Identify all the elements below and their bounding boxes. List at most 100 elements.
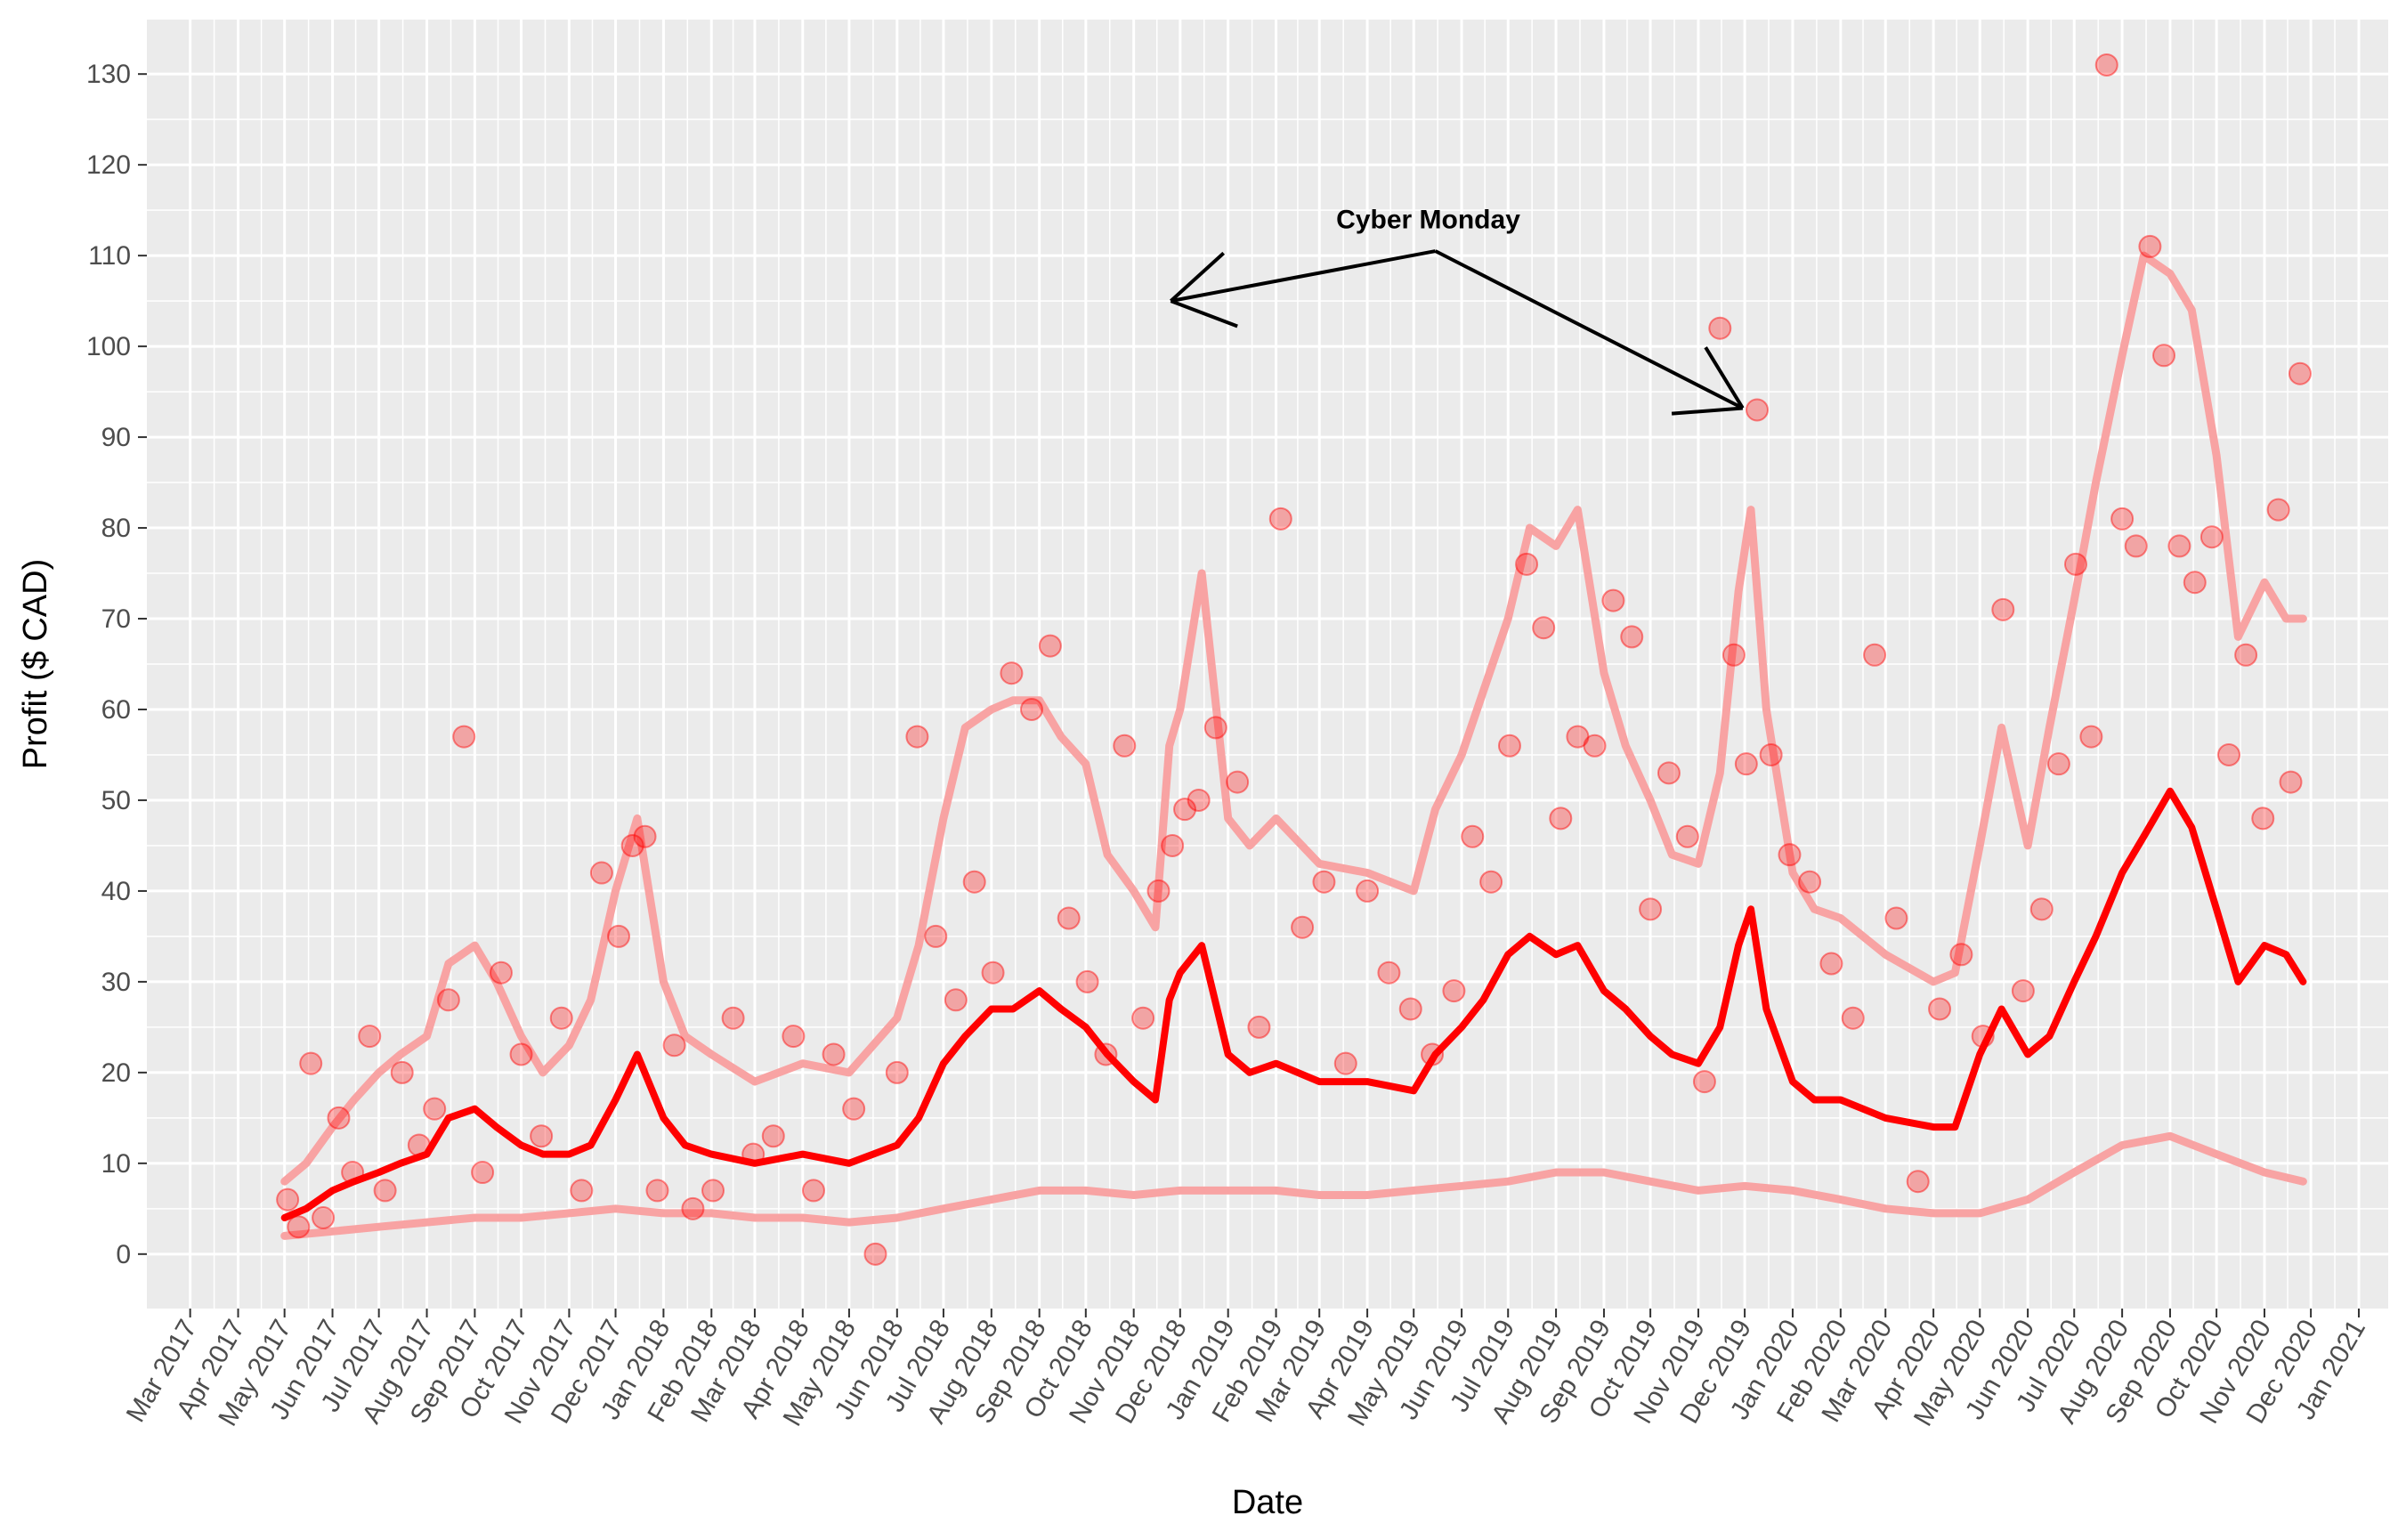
data-point xyxy=(2152,344,2176,368)
data-point xyxy=(1356,879,1380,903)
data-point xyxy=(1057,906,1081,930)
data-point xyxy=(1333,1051,1357,1075)
data-point xyxy=(822,1042,846,1066)
data-point xyxy=(1906,1170,1930,1194)
data-point xyxy=(2288,361,2312,385)
data-point xyxy=(1841,1006,1865,1030)
data-point xyxy=(607,924,631,948)
data-point xyxy=(1884,906,1908,930)
y-tick-label: 30 xyxy=(101,968,131,997)
data-point xyxy=(276,1187,300,1212)
data-point xyxy=(1566,725,1590,749)
annotation: Cyber Monday xyxy=(1170,206,1745,416)
y-tick-label: 70 xyxy=(101,604,131,634)
data-point xyxy=(390,1060,414,1084)
data-point xyxy=(1549,806,1573,831)
y-tick-label: 110 xyxy=(88,241,131,271)
y-tick-label: 90 xyxy=(101,423,131,452)
data-point xyxy=(1113,734,1137,758)
y-tick-label: 50 xyxy=(101,786,131,815)
data-point xyxy=(801,1179,825,1203)
arrow-head xyxy=(1170,299,1238,328)
band-lines xyxy=(280,251,2307,1240)
data-point xyxy=(1461,824,1485,848)
data-point xyxy=(452,725,476,749)
data-point xyxy=(312,1206,336,1230)
data-point xyxy=(863,1242,887,1266)
data-point xyxy=(2167,534,2191,558)
data-point xyxy=(1708,316,1732,340)
x-axis-title: Date xyxy=(1232,1484,1303,1521)
data-point xyxy=(2124,534,2148,558)
y-tick-label: 130 xyxy=(86,60,131,89)
data-point xyxy=(1819,952,1843,976)
data-points xyxy=(276,53,2312,1266)
arrow-head xyxy=(1170,251,1225,303)
mean-line-path xyxy=(280,787,2307,1221)
data-point xyxy=(549,1006,573,1030)
arrow-head xyxy=(1704,346,1745,409)
y-tick-label: 40 xyxy=(101,877,131,906)
data-point xyxy=(1745,398,1769,422)
data-point xyxy=(1515,552,1539,576)
data-point xyxy=(2063,552,2087,576)
data-point xyxy=(1639,897,1663,921)
data-point xyxy=(1532,616,1556,640)
data-point xyxy=(633,824,657,848)
band-line xyxy=(280,1131,2307,1240)
y-tick-label: 100 xyxy=(86,332,131,361)
data-point xyxy=(2199,525,2224,549)
annotation-arrow xyxy=(1434,249,1744,410)
data-point xyxy=(924,924,948,948)
data-point xyxy=(2217,742,2241,766)
data-point xyxy=(2011,979,2035,1003)
y-tick-label: 20 xyxy=(101,1058,131,1088)
data-point xyxy=(1798,870,1822,894)
data-point xyxy=(471,1161,495,1185)
data-point xyxy=(2234,643,2258,667)
data-point xyxy=(645,1179,669,1203)
annotation-arrow xyxy=(1171,249,1436,304)
data-point xyxy=(721,1006,745,1030)
data-point xyxy=(1247,1015,1271,1039)
data-point xyxy=(885,1060,909,1084)
data-point xyxy=(423,1097,447,1121)
data-point xyxy=(1312,870,1336,894)
data-point xyxy=(1949,943,1973,967)
data-point xyxy=(373,1179,397,1203)
data-point xyxy=(1146,879,1171,903)
data-point xyxy=(782,1025,806,1049)
data-point xyxy=(905,725,929,749)
data-point xyxy=(1075,969,1099,993)
data-point xyxy=(1226,770,1250,794)
data-point xyxy=(436,988,460,1012)
y-tick-label: 0 xyxy=(116,1240,131,1269)
data-point xyxy=(1187,788,1211,812)
data-point xyxy=(1991,597,2015,621)
data-point xyxy=(530,1124,554,1148)
data-point xyxy=(1734,752,1758,776)
data-point xyxy=(662,1033,686,1058)
annotation-label: Cyber Monday xyxy=(1336,206,1520,235)
data-point xyxy=(761,1124,785,1148)
data-point xyxy=(1778,843,1802,867)
data-point xyxy=(1038,634,1062,658)
data-point xyxy=(1268,507,1292,531)
band-line xyxy=(280,251,2307,1186)
data-point xyxy=(287,1215,311,1239)
data-point xyxy=(981,960,1005,985)
data-point xyxy=(842,1097,866,1121)
data-point xyxy=(2046,752,2070,776)
data-point xyxy=(1759,742,1783,766)
data-point xyxy=(299,1051,323,1075)
data-point xyxy=(2079,725,2103,749)
data-point xyxy=(1173,798,1197,822)
data-point xyxy=(681,1196,705,1220)
data-point xyxy=(1928,997,1952,1021)
data-point xyxy=(1675,824,1699,848)
data-point xyxy=(962,870,986,894)
y-axis: 0 10 20 30 40 50 60 70 80 90 100 110 120 130 xyxy=(86,60,147,1269)
data-point xyxy=(701,1179,725,1203)
data-point xyxy=(570,1179,594,1203)
